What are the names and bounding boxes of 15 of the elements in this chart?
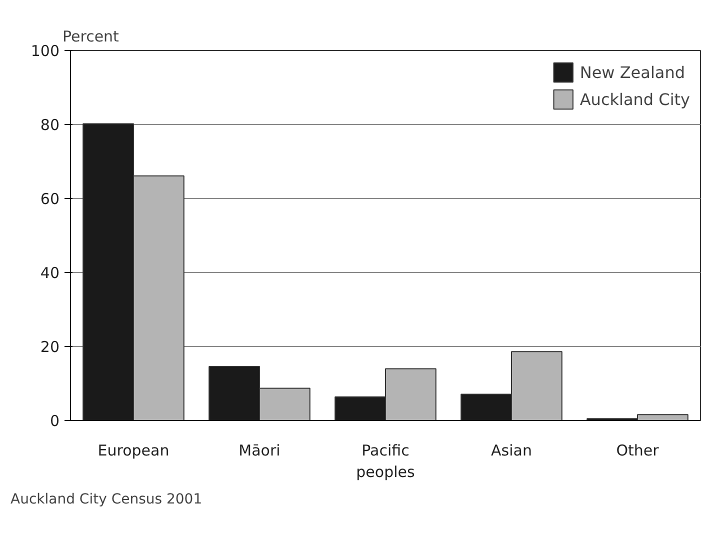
y-axis-title: Percent	[62, 28, 120, 46]
x-tick-label: Pacific peoples	[356, 442, 416, 482]
y-tick-label: 100	[30, 42, 60, 60]
x-tick-label: Asian	[491, 442, 532, 460]
x-tick-label: Māori	[238, 442, 280, 460]
y-tick-label: 40	[40, 264, 60, 282]
legend-label: Auckland City	[580, 90, 690, 108]
x-tick-label: Other	[616, 442, 660, 460]
legend-label: New Zealand	[580, 62, 685, 82]
y-tick-label: 80	[40, 116, 60, 134]
y-tick-label: 20	[40, 338, 60, 356]
text: Auckland City Census 2001	[10, 492, 202, 508]
y-tick-label: 0	[50, 412, 60, 430]
y-tick-label: 60	[40, 190, 60, 208]
x-tick-label: European	[98, 442, 170, 460]
